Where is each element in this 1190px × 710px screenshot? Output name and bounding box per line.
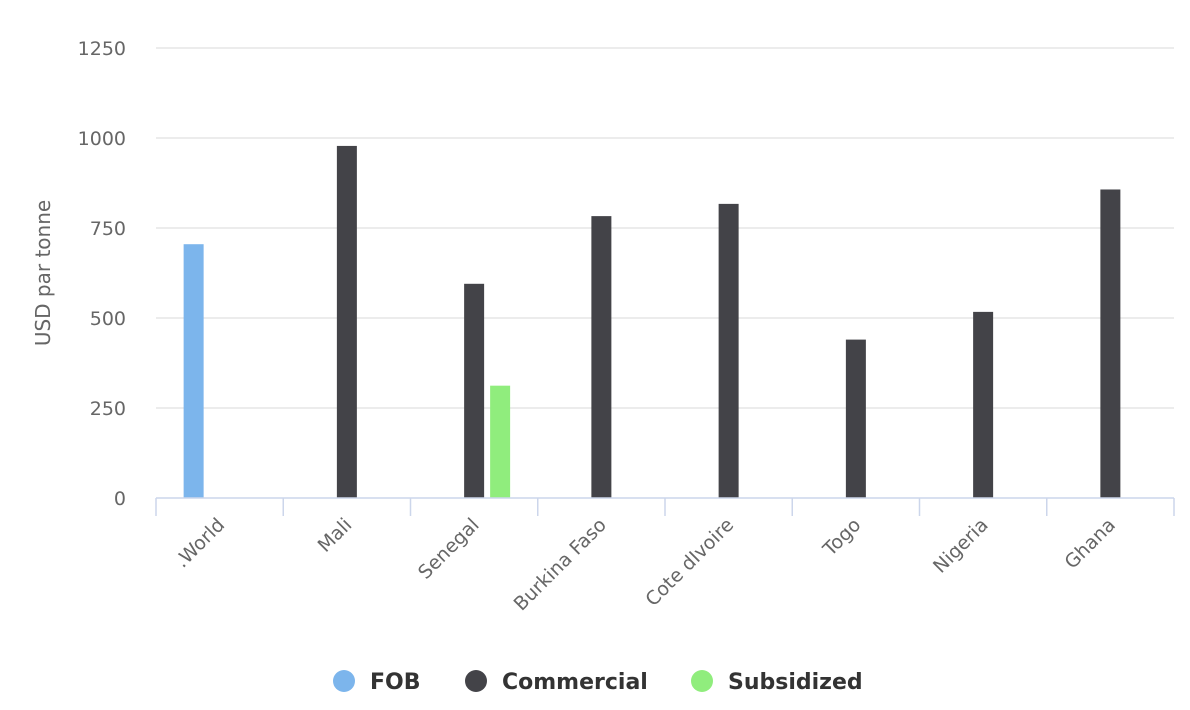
y-tick-label: 750: [90, 218, 126, 240]
bar-commercial-cotedivoire: [718, 203, 739, 498]
x-tick-label: Togo: [818, 514, 865, 561]
x-tick-label: .World: [171, 514, 229, 572]
bar-fob-world: [183, 244, 204, 498]
bar-commercial-ghana: [1100, 189, 1121, 499]
y-tick-label: 250: [90, 398, 126, 420]
legend-marker-subsidized: [691, 670, 713, 692]
legend-marker-fob: [333, 670, 355, 692]
y-tick-label: 0: [114, 488, 126, 510]
x-tick-label: Senegal: [414, 514, 484, 584]
bars: [183, 145, 1121, 499]
legend-label-commercial[interactable]: Commercial: [502, 670, 648, 695]
x-tick-label: Mali: [314, 514, 357, 557]
x-tick-label: Ghana: [1060, 514, 1119, 573]
bar-commercial-burkinafaso: [591, 216, 612, 498]
bar-commercial-senegal: [464, 283, 485, 498]
y-axis-title: USD par tonne: [31, 200, 55, 346]
x-axis-ticks: .World Mali Senegal Burkina Faso Cote dIvoir…: [155, 498, 1175, 615]
y-tick-label: 1250: [78, 38, 126, 60]
y-tick-label: 1000: [78, 128, 126, 150]
legend-label-fob[interactable]: FOB: [370, 670, 421, 695]
gridlines: [156, 47, 1174, 409]
bar-subsidized-senegal: [490, 385, 511, 498]
x-tick-label: Burkina Faso: [510, 514, 611, 615]
bar-commercial-togo: [845, 339, 866, 498]
bar-commercial-nigeria: [973, 311, 994, 498]
y-tick-label: 500: [90, 308, 126, 330]
x-tick-label: Cote dIvoire: [641, 514, 738, 611]
y-axis-ticks: 0 250 500 750 1000 1250: [78, 38, 126, 510]
legend: FOB Commercial Subsidized: [333, 670, 863, 695]
legend-marker-commercial: [465, 670, 487, 692]
legend-label-subsidized[interactable]: Subsidized: [728, 670, 863, 695]
bar-commercial-mali: [336, 145, 357, 499]
x-tick-label: Nigeria: [929, 514, 993, 578]
